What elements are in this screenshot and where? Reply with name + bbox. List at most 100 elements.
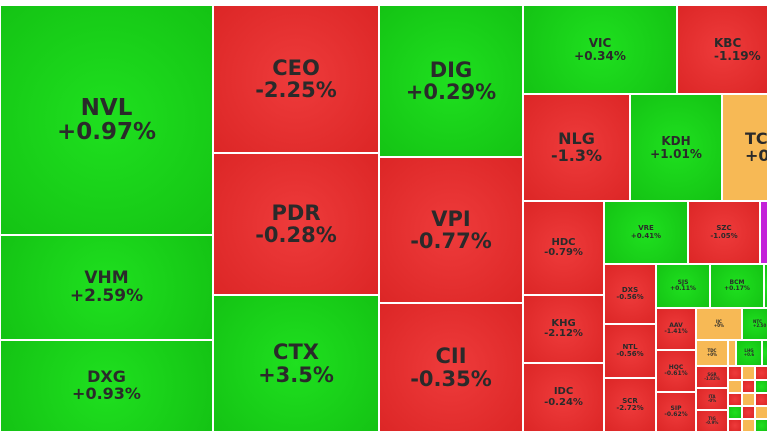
tile-unlabeled[interactable] (760, 201, 768, 264)
tile-cii[interactable]: CII -0.35% (379, 303, 523, 432)
tile-khg[interactable]: KHG -2.12% (523, 295, 604, 363)
tile-ntc[interactable]: NTC +2.50 (742, 308, 768, 340)
tile-sjs[interactable]: SJS +0.11% (656, 264, 710, 308)
ticker-label: VHM (84, 267, 129, 288)
ticker-label: SCR (622, 396, 638, 405)
tile-kbc[interactable]: KBC -1.19% (677, 5, 768, 94)
tile-hdc[interactable]: HDC -0.79% (523, 201, 604, 295)
ticker-label: VRE (638, 224, 654, 233)
tile-vre[interactable]: VRE +0.41% (604, 201, 688, 264)
tile-unlabeled[interactable] (728, 366, 742, 380)
change-label: -1.3% (550, 145, 602, 165)
ticker-label: VPI (431, 206, 471, 231)
ticker-label: KBC (714, 35, 742, 50)
change-label: -0.24% (544, 396, 583, 408)
change-label: +2.50 (753, 323, 767, 328)
tile-vhm[interactable]: VHM +2.59% (0, 235, 213, 340)
ticker-label: TC (745, 128, 768, 148)
ticker-label: IDC (553, 386, 574, 397)
change-label: -0.56% (616, 350, 644, 358)
tile-szc[interactable]: SZC -1.05% (688, 201, 760, 264)
change-label: +0% (713, 323, 725, 328)
tile-tc[interactable]: TC +0 (722, 94, 768, 201)
change-label: -0.28% (255, 223, 337, 247)
tile-ntl[interactable]: NTL -0.56% (604, 324, 656, 378)
tile-unlabeled[interactable] (755, 366, 768, 380)
tile-unlabeled[interactable] (762, 340, 768, 366)
tile-pdr[interactable]: PDR -0.28% (213, 153, 379, 295)
ticker-label: CII (435, 344, 467, 369)
tile-dxs[interactable]: DXS -0.56% (604, 264, 656, 324)
top-strip (0, 0, 768, 5)
ticker-label: CEO (272, 55, 320, 80)
ticker-label: DXG (87, 367, 126, 387)
tile-ita[interactable]: ITA -0% (696, 388, 728, 410)
ticker-label: AAV (669, 321, 683, 329)
tile-unlabeled[interactable] (755, 419, 768, 432)
tile-tdc[interactable]: TDC +0% (696, 340, 728, 366)
tile-nvl[interactable]: NVL +0.97% (0, 5, 213, 235)
tile-nlg[interactable]: NLG -1.3% (523, 94, 630, 201)
tile-lhg[interactable]: LHG +0.6 (736, 340, 762, 366)
ticker-label: LHG (744, 347, 754, 353)
tile-unlabeled[interactable] (728, 419, 742, 432)
tile-unlabeled[interactable] (755, 393, 768, 406)
change-label: -2.25% (255, 78, 337, 102)
tile-dig[interactable]: DIG +0.29% (379, 5, 523, 157)
tile-idc[interactable]: IDC -0.24% (523, 363, 604, 432)
ticker-label: TIG (708, 415, 716, 421)
change-label: +0.34% (574, 48, 626, 63)
tile-vpi[interactable]: VPI -0.77% (379, 157, 523, 303)
ticker-label: TDC (707, 347, 717, 353)
tile-ctx[interactable]: CTX +3.5% (213, 295, 379, 432)
change-label: +2.59% (69, 285, 144, 306)
tile-ceo[interactable]: CEO -2.25% (213, 5, 379, 153)
ticker-label: PDR (271, 200, 321, 225)
change-label: -0.61% (664, 370, 688, 377)
ticker-label: HQC (668, 363, 684, 371)
change-label: +3.5% (258, 362, 334, 387)
tile-sip[interactable]: SIP -0.62% (656, 392, 696, 432)
tile-kdh[interactable]: KDH +1.01% (630, 94, 722, 201)
tile-bcm[interactable]: BCM +0.17% (710, 264, 764, 308)
change-label: +0.29% (405, 80, 497, 104)
ticker-label: DIG (429, 57, 473, 82)
tile-dxg[interactable]: DXG +0.93% (0, 340, 213, 432)
ticker-label: HDC (551, 236, 576, 248)
change-label: +0.6 (743, 352, 755, 357)
tile-unlabeled[interactable] (742, 419, 755, 432)
tile-unlabeled[interactable] (755, 380, 768, 393)
tile-unlabeled[interactable] (742, 393, 755, 406)
tile-scr[interactable]: SCR -2.72% (604, 378, 656, 432)
change-label: +0 (745, 145, 768, 165)
change-label: +0.11% (670, 285, 696, 292)
ticker-label: NLG (558, 128, 595, 148)
tile-hqc[interactable]: HQC -0.61% (656, 350, 696, 392)
change-label: -0.56% (616, 293, 644, 301)
tile-unlabeled[interactable] (728, 380, 742, 393)
ticker-label: BCM (729, 278, 745, 286)
change-label: -2.72% (616, 404, 644, 412)
tile-unlabeled[interactable] (755, 406, 768, 419)
ticker-label: SIP (670, 404, 682, 412)
change-label: -0.79% (544, 247, 583, 258)
tile-unlabeled[interactable] (728, 406, 742, 419)
tile-unlabeled[interactable] (742, 366, 755, 380)
tile-aav[interactable]: AAV -1.41% (656, 308, 696, 350)
tile-vic[interactable]: VIC +0.34% (523, 5, 677, 94)
change-label: -0.62% (664, 411, 688, 418)
ticker-label: NTL (622, 342, 638, 351)
tile-sgr[interactable]: SGR -1.82% (696, 366, 728, 388)
tile-tig[interactable]: TIG -0.9% (696, 410, 728, 432)
ticker-label: NTC (753, 318, 763, 324)
tile-unlabeled[interactable] (728, 393, 742, 406)
change-label: +0.41% (630, 231, 662, 240)
tile-unlabeled[interactable] (742, 406, 755, 419)
tile-ijc[interactable]: IJC +0% (696, 308, 742, 340)
tile-unlabeled[interactable] (764, 264, 768, 308)
change-label: +0.17% (724, 285, 750, 292)
change-label: -1.41% (664, 328, 688, 335)
tile-unlabeled[interactable] (742, 380, 755, 393)
tile-unlabeled[interactable] (728, 340, 736, 366)
